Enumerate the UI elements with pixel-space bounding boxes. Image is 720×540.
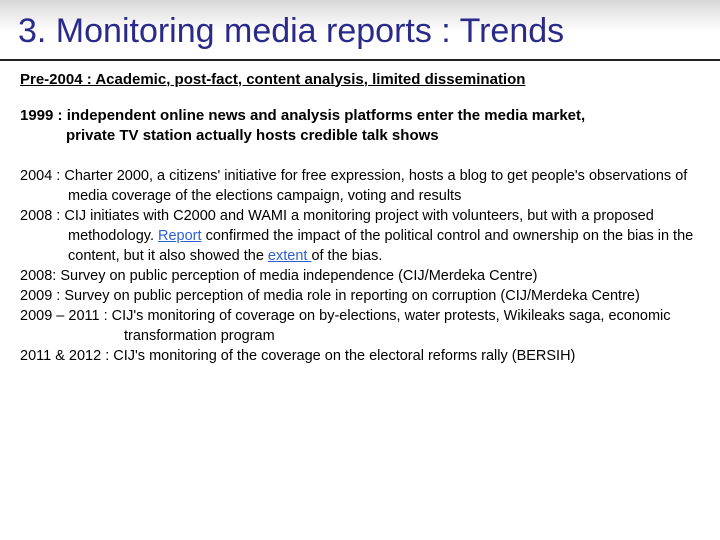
report-link[interactable]: Report — [158, 228, 202, 244]
timeline-list: 2004 : Charter 2000, a citizens' initiat… — [20, 166, 700, 366]
item-prefix: 2004 : — [20, 168, 64, 184]
item-text: Survey on public perception of media rol… — [64, 288, 639, 304]
item-prefix: 2008 : — [20, 208, 64, 224]
item-text: Survey on public perception of media ind… — [60, 268, 537, 284]
extent-link[interactable]: extent — [268, 248, 312, 264]
year-1999-part-b: private TV station actually hosts credib… — [20, 126, 700, 146]
content-area: Pre-2004 : Academic, post-fact, content … — [0, 61, 720, 367]
slide: 3. Monitoring media reports : Trends Pre… — [0, 0, 720, 540]
item-prefix: 2009 : — [20, 288, 64, 304]
year-1999-part-a: 1999 : independent online news and analy… — [20, 107, 585, 124]
slide-title: 3. Monitoring media reports : Trends — [18, 10, 702, 53]
timeline-item-2009-2011: 2009 – 2011 : CIJ's monitoring of covera… — [20, 306, 700, 346]
item-text: Charter 2000, a citizens' initiative for… — [64, 168, 687, 204]
timeline-item-2004: 2004 : Charter 2000, a citizens' initiat… — [20, 166, 700, 206]
year-1999-line: 1999 : independent online news and analy… — [20, 106, 700, 147]
title-block: 3. Monitoring media reports : Trends — [0, 0, 720, 61]
timeline-item-2011-2012: 2011 & 2012 : CIJ's monitoring of the co… — [20, 346, 700, 366]
item-prefix: 2008: — [20, 268, 60, 284]
item-text: CIJ's monitoring of coverage on by-elect… — [112, 308, 671, 344]
item-text: CIJ's monitoring of the coverage on the … — [113, 348, 575, 364]
pre2004-line: Pre-2004 : Academic, post-fact, content … — [20, 71, 700, 88]
timeline-item-2008a: 2008 : CIJ initiates with C2000 and WAMI… — [20, 206, 700, 266]
item-prefix: 2009 – 2011 : — [20, 308, 112, 324]
timeline-item-2008b: 2008: Survey on public perception of med… — [20, 266, 700, 286]
item-text-c: of the bias. — [311, 248, 382, 264]
item-prefix: 2011 & 2012 : — [20, 348, 113, 364]
timeline-item-2009a: 2009 : Survey on public perception of me… — [20, 286, 700, 306]
